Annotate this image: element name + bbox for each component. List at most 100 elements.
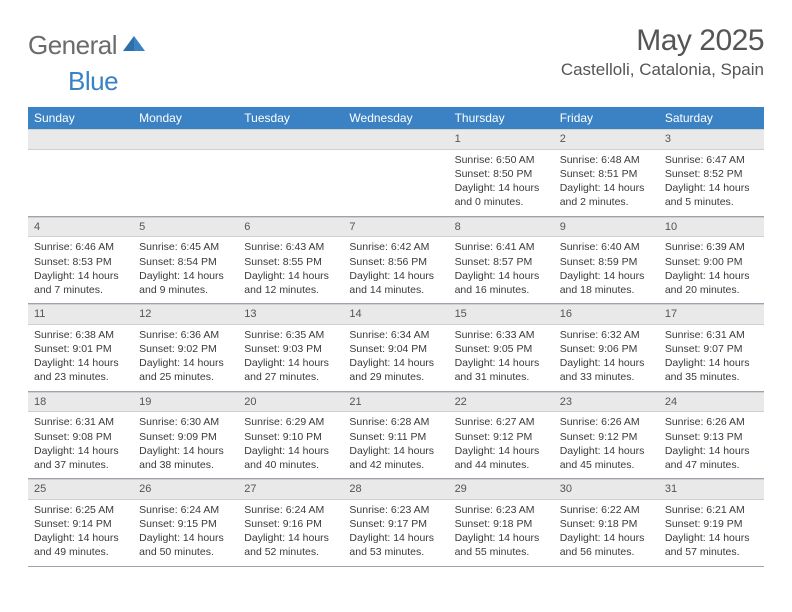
- day-details: Sunrise: 6:50 AMSunset: 8:50 PMDaylight:…: [449, 150, 554, 216]
- brand-logo: General: [28, 30, 147, 61]
- day-cell: [28, 129, 133, 216]
- day-cell: [133, 129, 238, 216]
- day-details: Sunrise: 6:25 AMSunset: 9:14 PMDaylight:…: [28, 500, 133, 566]
- title-block: May 2025 Castelloli, Catalonia, Spain: [561, 24, 764, 80]
- day-details: Sunrise: 6:41 AMSunset: 8:57 PMDaylight:…: [449, 237, 554, 303]
- day-cell: 26Sunrise: 6:24 AMSunset: 9:15 PMDayligh…: [133, 479, 238, 566]
- day-details: Sunrise: 6:23 AMSunset: 9:18 PMDaylight:…: [449, 500, 554, 566]
- day-number: 13: [238, 304, 343, 325]
- week-row: 18Sunrise: 6:31 AMSunset: 9:08 PMDayligh…: [28, 392, 764, 480]
- day-number: [238, 129, 343, 150]
- day-details: Sunrise: 6:22 AMSunset: 9:18 PMDaylight:…: [554, 500, 659, 566]
- day-number: 2: [554, 129, 659, 150]
- day-number: 1: [449, 129, 554, 150]
- day-cell: 30Sunrise: 6:22 AMSunset: 9:18 PMDayligh…: [554, 479, 659, 566]
- day-number: 25: [28, 479, 133, 500]
- day-number: 22: [449, 392, 554, 413]
- day-cell: [238, 129, 343, 216]
- day-number: 5: [133, 217, 238, 238]
- day-details: Sunrise: 6:39 AMSunset: 9:00 PMDaylight:…: [659, 237, 764, 303]
- day-details: Sunrise: 6:31 AMSunset: 9:08 PMDaylight:…: [28, 412, 133, 478]
- day-details: Sunrise: 6:40 AMSunset: 8:59 PMDaylight:…: [554, 237, 659, 303]
- day-details: Sunrise: 6:34 AMSunset: 9:04 PMDaylight:…: [343, 325, 448, 391]
- day-number: 11: [28, 304, 133, 325]
- brand-part2: Blue: [68, 66, 118, 97]
- day-cell: 8Sunrise: 6:41 AMSunset: 8:57 PMDaylight…: [449, 217, 554, 304]
- day-number: 20: [238, 392, 343, 413]
- day-number: 7: [343, 217, 448, 238]
- day-number: 12: [133, 304, 238, 325]
- day-number: 3: [659, 129, 764, 150]
- week-row: 4Sunrise: 6:46 AMSunset: 8:53 PMDaylight…: [28, 217, 764, 305]
- day-cell: 11Sunrise: 6:38 AMSunset: 9:01 PMDayligh…: [28, 304, 133, 391]
- day-cell: 19Sunrise: 6:30 AMSunset: 9:09 PMDayligh…: [133, 392, 238, 479]
- day-details: Sunrise: 6:48 AMSunset: 8:51 PMDaylight:…: [554, 150, 659, 216]
- day-number: 28: [343, 479, 448, 500]
- day-details: Sunrise: 6:33 AMSunset: 9:05 PMDaylight:…: [449, 325, 554, 391]
- day-cell: 3Sunrise: 6:47 AMSunset: 8:52 PMDaylight…: [659, 129, 764, 216]
- weekday-saturday: Saturday: [659, 107, 764, 129]
- day-number: 19: [133, 392, 238, 413]
- day-cell: 17Sunrise: 6:31 AMSunset: 9:07 PMDayligh…: [659, 304, 764, 391]
- day-details: Sunrise: 6:36 AMSunset: 9:02 PMDaylight:…: [133, 325, 238, 391]
- day-cell: 4Sunrise: 6:46 AMSunset: 8:53 PMDaylight…: [28, 217, 133, 304]
- weekday-thursday: Thursday: [449, 107, 554, 129]
- day-cell: 2Sunrise: 6:48 AMSunset: 8:51 PMDaylight…: [554, 129, 659, 216]
- day-cell: 14Sunrise: 6:34 AMSunset: 9:04 PMDayligh…: [343, 304, 448, 391]
- day-number: 8: [449, 217, 554, 238]
- day-number: 30: [554, 479, 659, 500]
- day-details: Sunrise: 6:21 AMSunset: 9:19 PMDaylight:…: [659, 500, 764, 566]
- day-number: 9: [554, 217, 659, 238]
- day-details: Sunrise: 6:27 AMSunset: 9:12 PMDaylight:…: [449, 412, 554, 478]
- day-number: 18: [28, 392, 133, 413]
- day-details: Sunrise: 6:47 AMSunset: 8:52 PMDaylight:…: [659, 150, 764, 216]
- weekday-friday: Friday: [554, 107, 659, 129]
- brand-triangle-icon: [123, 33, 145, 56]
- day-details: Sunrise: 6:35 AMSunset: 9:03 PMDaylight:…: [238, 325, 343, 391]
- day-number: [133, 129, 238, 150]
- day-number: 4: [28, 217, 133, 238]
- day-cell: 6Sunrise: 6:43 AMSunset: 8:55 PMDaylight…: [238, 217, 343, 304]
- day-cell: 27Sunrise: 6:24 AMSunset: 9:16 PMDayligh…: [238, 479, 343, 566]
- day-cell: 13Sunrise: 6:35 AMSunset: 9:03 PMDayligh…: [238, 304, 343, 391]
- weekday-monday: Monday: [133, 107, 238, 129]
- day-details: Sunrise: 6:43 AMSunset: 8:55 PMDaylight:…: [238, 237, 343, 303]
- day-cell: 15Sunrise: 6:33 AMSunset: 9:05 PMDayligh…: [449, 304, 554, 391]
- day-number: 27: [238, 479, 343, 500]
- weekday-wednesday: Wednesday: [343, 107, 448, 129]
- day-details: Sunrise: 6:42 AMSunset: 8:56 PMDaylight:…: [343, 237, 448, 303]
- day-number: 17: [659, 304, 764, 325]
- day-number: 21: [343, 392, 448, 413]
- location: Castelloli, Catalonia, Spain: [561, 60, 764, 80]
- day-number: 29: [449, 479, 554, 500]
- day-cell: 31Sunrise: 6:21 AMSunset: 9:19 PMDayligh…: [659, 479, 764, 566]
- day-cell: 5Sunrise: 6:45 AMSunset: 8:54 PMDaylight…: [133, 217, 238, 304]
- day-cell: 16Sunrise: 6:32 AMSunset: 9:06 PMDayligh…: [554, 304, 659, 391]
- day-number: 26: [133, 479, 238, 500]
- week-row: 1Sunrise: 6:50 AMSunset: 8:50 PMDaylight…: [28, 129, 764, 217]
- weeks-container: 1Sunrise: 6:50 AMSunset: 8:50 PMDaylight…: [28, 129, 764, 567]
- weekday-header: SundayMondayTuesdayWednesdayThursdayFrid…: [28, 107, 764, 129]
- day-number: [28, 129, 133, 150]
- day-cell: 29Sunrise: 6:23 AMSunset: 9:18 PMDayligh…: [449, 479, 554, 566]
- day-details: Sunrise: 6:24 AMSunset: 9:15 PMDaylight:…: [133, 500, 238, 566]
- month-title: May 2025: [561, 24, 764, 58]
- day-details: Sunrise: 6:23 AMSunset: 9:17 PMDaylight:…: [343, 500, 448, 566]
- week-row: 11Sunrise: 6:38 AMSunset: 9:01 PMDayligh…: [28, 304, 764, 392]
- day-cell: 1Sunrise: 6:50 AMSunset: 8:50 PMDaylight…: [449, 129, 554, 216]
- day-number: 15: [449, 304, 554, 325]
- day-number: 16: [554, 304, 659, 325]
- weekday-sunday: Sunday: [28, 107, 133, 129]
- day-details: Sunrise: 6:31 AMSunset: 9:07 PMDaylight:…: [659, 325, 764, 391]
- day-cell: 22Sunrise: 6:27 AMSunset: 9:12 PMDayligh…: [449, 392, 554, 479]
- day-details: Sunrise: 6:26 AMSunset: 9:12 PMDaylight:…: [554, 412, 659, 478]
- weekday-tuesday: Tuesday: [238, 107, 343, 129]
- day-details: Sunrise: 6:46 AMSunset: 8:53 PMDaylight:…: [28, 237, 133, 303]
- day-details: Sunrise: 6:38 AMSunset: 9:01 PMDaylight:…: [28, 325, 133, 391]
- day-number: 10: [659, 217, 764, 238]
- week-row: 25Sunrise: 6:25 AMSunset: 9:14 PMDayligh…: [28, 479, 764, 567]
- day-number: [343, 129, 448, 150]
- day-number: 31: [659, 479, 764, 500]
- day-number: 14: [343, 304, 448, 325]
- day-cell: 18Sunrise: 6:31 AMSunset: 9:08 PMDayligh…: [28, 392, 133, 479]
